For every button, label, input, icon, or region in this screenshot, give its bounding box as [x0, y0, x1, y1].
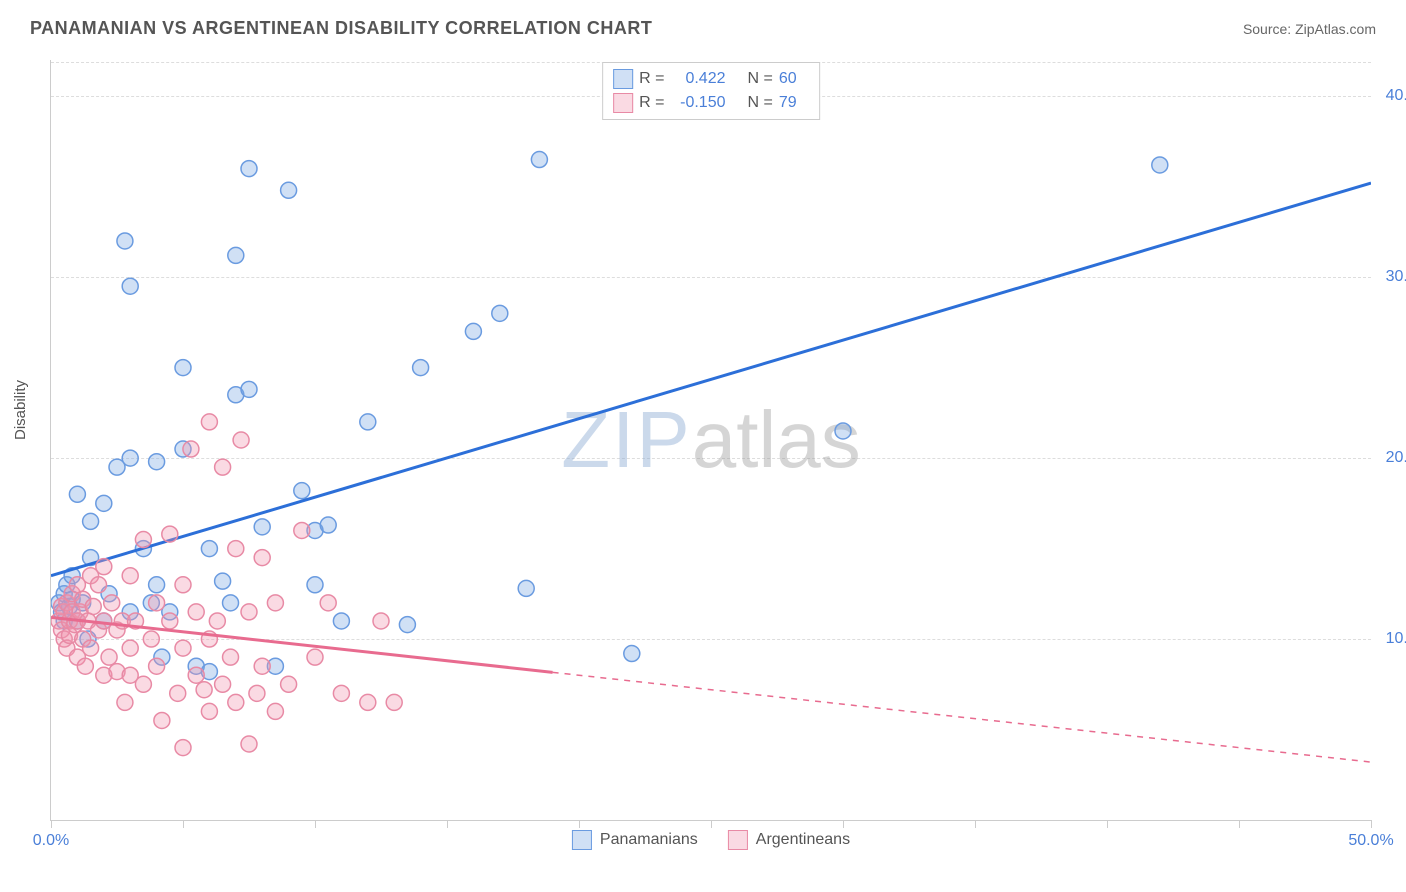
r-label-1: R = — [639, 70, 664, 88]
source-label: Source: ZipAtlas.com — [1243, 21, 1376, 37]
legend-row-panamanians: R = 0.422 N = 60 — [613, 67, 809, 91]
ytick-label: 30.0% — [1386, 268, 1406, 286]
ytick-label: 20.0% — [1386, 449, 1406, 467]
n-label-1: N = — [748, 70, 773, 88]
scatter-plot-svg — [51, 60, 1371, 820]
chart-plot-area: ZIPatlas 10.0%20.0%30.0%40.0% 0.0%50.0% … — [50, 60, 1371, 821]
swatch-argentineans — [613, 93, 633, 113]
ytick-label: 40.0% — [1386, 87, 1406, 105]
swatch-argentineans-bottom — [728, 830, 748, 850]
series-legend: Panamanians Argentineans — [572, 830, 850, 850]
chart-title: PANAMANIAN VS ARGENTINEAN DISABILITY COR… — [30, 18, 652, 39]
swatch-panamanians-bottom — [572, 830, 592, 850]
n-value-2: 79 — [779, 94, 809, 112]
legend-item-argentineans: Argentineans — [728, 830, 850, 850]
r-value-2: -0.150 — [671, 94, 726, 112]
y-axis-label: Disability — [12, 380, 29, 440]
swatch-panamanians — [613, 69, 633, 89]
xtick-label: 0.0% — [33, 832, 69, 850]
n-label-2: N = — [748, 94, 773, 112]
legend-row-argentineans: R = -0.150 N = 79 — [613, 91, 809, 115]
r-label-2: R = — [639, 94, 664, 112]
legend-label-panamanians: Panamanians — [600, 831, 698, 849]
correlation-legend: R = 0.422 N = 60 R = -0.150 N = 79 — [602, 62, 820, 120]
r-value-1: 0.422 — [671, 70, 726, 88]
xtick-label: 50.0% — [1348, 832, 1393, 850]
legend-item-panamanians: Panamanians — [572, 830, 698, 850]
chart-header: PANAMANIAN VS ARGENTINEAN DISABILITY COR… — [0, 0, 1406, 49]
n-value-1: 60 — [779, 70, 809, 88]
ytick-label: 10.0% — [1386, 630, 1406, 648]
legend-label-argentineans: Argentineans — [756, 831, 850, 849]
